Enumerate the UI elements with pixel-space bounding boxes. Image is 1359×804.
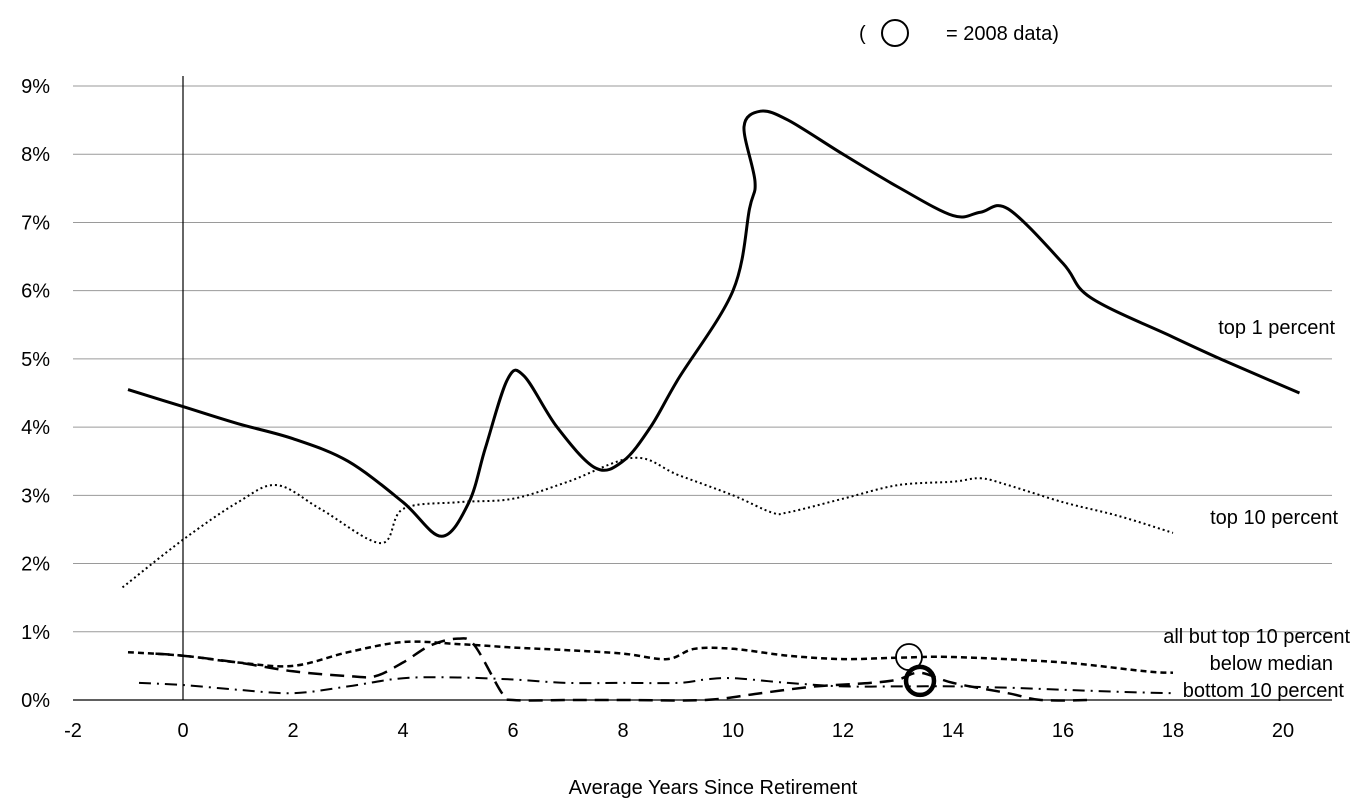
legend-note-label: = 2008 data)	[946, 23, 1059, 45]
x-tick-label: 18	[1162, 720, 1184, 742]
y-tick-label: 6%	[21, 281, 50, 303]
series-line-bottom-10-percent	[138, 676, 1174, 695]
markers-2008	[895, 643, 937, 698]
gridlines	[73, 85, 1332, 633]
x-tick-label: 12	[832, 720, 854, 742]
x-tick-label: 0	[177, 720, 188, 742]
series-labels: top 1 percent top 10 percent all but top 1…	[1163, 317, 1350, 702]
series-label-all-but-top-10-percent: all but top 10 percent	[1163, 626, 1350, 648]
x-tick-label: 16	[1052, 720, 1074, 742]
y-axis-tick-labels: 0% 1% 2% 3% 4% 5% 6% 7% 8% 9%	[21, 76, 50, 712]
x-tick-label: 20	[1272, 720, 1294, 742]
y-tick-label: 9%	[21, 76, 50, 98]
2008-marker	[903, 664, 937, 698]
y-tick-label: 5%	[21, 349, 50, 371]
x-tick-label: 14	[942, 720, 964, 742]
axes	[73, 76, 1332, 701]
x-tick-label: 4	[397, 720, 408, 742]
x-tick-label: 6	[507, 720, 518, 742]
x-tick-label: 10	[722, 720, 744, 742]
x-axis-tick-labels: -2 0 2 4 6 8 10 12 14 16 18 20	[64, 720, 1294, 742]
legend-note-open-paren: (	[859, 23, 866, 45]
series-label-bottom-10-percent: bottom 10 percent	[1183, 680, 1345, 702]
series-label-top-10-percent: top 10 percent	[1210, 507, 1338, 529]
series-line-all-but-top-10-percent	[127, 640, 1174, 674]
y-tick-label: 1%	[21, 622, 50, 644]
series-label-top-1-percent: top 1 percent	[1218, 317, 1335, 339]
y-tick-label: 3%	[21, 485, 50, 507]
x-tick-label: 2	[287, 720, 298, 742]
y-tick-label: 0%	[21, 690, 50, 712]
x-tick-label: -2	[64, 720, 82, 742]
legend-note: ( = 2008 data)	[859, 19, 1059, 47]
series-lines	[121, 109, 1301, 702]
x-axis-title: Average Years Since Retirement	[569, 777, 858, 799]
series-label-below-median: below median	[1210, 653, 1333, 675]
y-tick-label: 2%	[21, 554, 50, 576]
y-tick-label: 4%	[21, 417, 50, 439]
y-tick-label: 8%	[21, 144, 50, 166]
x-tick-label: 8	[617, 720, 628, 742]
series-line-below-median	[155, 637, 1091, 702]
legend-note-circle	[881, 19, 909, 47]
y-tick-label: 7%	[21, 212, 50, 234]
series-line-top-1-percent	[127, 109, 1301, 538]
series-line-top-10-percent	[121, 456, 1174, 589]
